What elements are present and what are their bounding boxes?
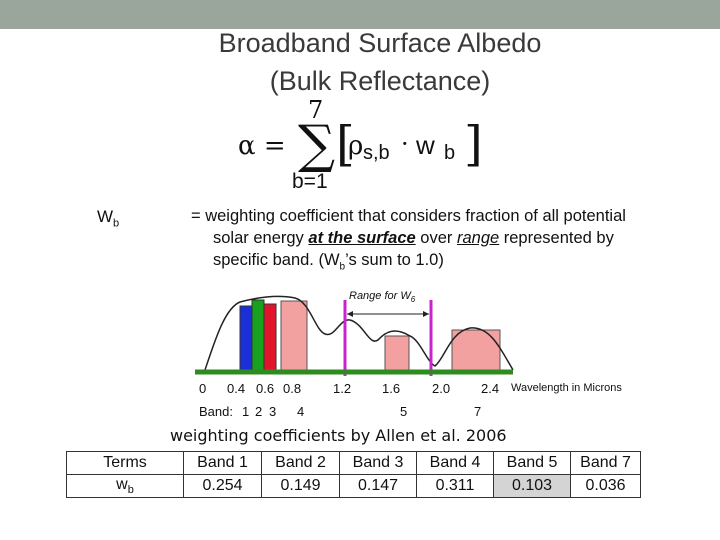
row-label-wb: wb bbox=[66, 474, 184, 498]
slide-title-line2: (Bulk Reflectance) bbox=[269, 66, 491, 96]
tick-0-6: 0.6 bbox=[256, 381, 275, 396]
row-label-w: w bbox=[116, 475, 128, 493]
tick-0-8: 0.8 bbox=[283, 381, 302, 396]
band3-bar bbox=[263, 303, 277, 371]
header-band2: Band 2 bbox=[261, 451, 340, 475]
band-label-3: 3 bbox=[269, 404, 277, 419]
band-label-5: 5 bbox=[400, 404, 408, 419]
tick-1-6: 1.6 bbox=[382, 381, 401, 396]
header-band1: Band 1 bbox=[183, 451, 262, 475]
def-c-pre: specific band. (W bbox=[213, 251, 340, 269]
range-arrow-left-head bbox=[347, 311, 353, 317]
top-bar bbox=[0, 0, 720, 29]
def-c-post: ’s sum to 1.0) bbox=[345, 251, 444, 269]
range-label: Range for W6 bbox=[349, 290, 415, 304]
range-label-text: Range for W bbox=[349, 290, 411, 302]
wb-symbol-sub: b bbox=[113, 217, 120, 230]
header-band7: Band 7 bbox=[570, 451, 641, 475]
spectrum-curve bbox=[204, 295, 514, 371]
formula-right-bracket: ] bbox=[464, 116, 483, 172]
formula-lower-limit: b=1 bbox=[292, 170, 328, 193]
albedo-formula: α = 7 ∑ b=1 [ ρ s,b · w b ] bbox=[238, 96, 483, 193]
tick-0: 0 bbox=[199, 381, 207, 396]
band-label-4: 4 bbox=[297, 404, 305, 419]
formula-rho-sub: s,b bbox=[363, 142, 390, 164]
formula-alpha: α = bbox=[238, 131, 286, 161]
header-band4: Band 4 bbox=[416, 451, 494, 475]
tick-0-4: 0.4 bbox=[227, 381, 246, 396]
solar-spectrum-figure bbox=[195, 295, 514, 376]
formula-upper-limit: 7 bbox=[308, 96, 323, 124]
formula-rho: ρ bbox=[348, 131, 363, 161]
range-label-sub: 6 bbox=[410, 295, 416, 305]
def-emphasis-surface: at the surface bbox=[308, 229, 416, 247]
header-band3: Band 3 bbox=[339, 451, 417, 475]
def-pre: solar energy bbox=[213, 229, 309, 247]
value-band3: 0.147 bbox=[339, 474, 417, 498]
wb-symbol-main: W bbox=[97, 207, 114, 226]
band2-bar bbox=[251, 299, 265, 371]
formula-sigma: ∑ bbox=[298, 115, 335, 175]
table-row: wb 0.254 0.149 0.147 0.311 0.103 0.036 bbox=[66, 474, 641, 498]
table-header-row: Terms Band 1 Band 2 Band 3 Band 4 Band 5… bbox=[66, 451, 641, 475]
formula-dot: · bbox=[401, 130, 409, 158]
band4-box bbox=[280, 300, 308, 371]
tick-1-2: 1.2 bbox=[333, 381, 352, 396]
value-band4: 0.311 bbox=[416, 474, 494, 498]
wb-symbol: Wb bbox=[97, 207, 119, 229]
value-band1: 0.254 bbox=[183, 474, 262, 498]
slide-title-line1: Broadband Surface Albedo bbox=[218, 28, 542, 58]
band1-bar bbox=[239, 305, 253, 371]
band7-box bbox=[451, 329, 501, 371]
header-band5: Band 5 bbox=[493, 451, 571, 475]
weighting-coefficient-table: Terms Band 1 Band 2 Band 3 Band 4 Band 5… bbox=[66, 451, 641, 498]
value-band7: 0.036 bbox=[570, 474, 641, 498]
definition-line2: solar energy at the surface over range r… bbox=[191, 227, 681, 249]
value-band5: 0.103 bbox=[493, 474, 571, 498]
definition-line1: = weighting coefficient that considers f… bbox=[191, 207, 626, 225]
formula-left-bracket: [ bbox=[336, 116, 355, 172]
formula-w-sub: b bbox=[444, 142, 455, 164]
range-arrow-right-head bbox=[423, 311, 429, 317]
def-c-sub: b bbox=[339, 261, 346, 273]
formula-w: w bbox=[415, 130, 435, 160]
tick-2-0: 2.0 bbox=[432, 381, 451, 396]
header-terms: Terms bbox=[66, 451, 184, 475]
definition-line3: specific band. (Wb’s sum to 1.0) bbox=[191, 249, 681, 278]
tick-2-4: 2.4 bbox=[481, 381, 500, 396]
row-label-sub: b bbox=[127, 484, 134, 497]
x-axis-label: Wavelength in Microns bbox=[511, 382, 622, 394]
band-prefix: Band: bbox=[199, 404, 233, 419]
band5-box bbox=[384, 335, 410, 371]
band-label-1: 1 bbox=[242, 404, 250, 419]
def-mid: over bbox=[415, 229, 457, 247]
band-label-2: 2 bbox=[255, 404, 263, 419]
def-post: represented by bbox=[499, 229, 614, 247]
allen-caption: weighting coefficients by Allen et al. 2… bbox=[170, 426, 507, 445]
band-label-7: 7 bbox=[474, 404, 482, 419]
definition-text: = weighting coefficient that considers f… bbox=[191, 205, 681, 278]
def-emphasis-range: range bbox=[456, 229, 500, 247]
value-band2: 0.149 bbox=[261, 474, 340, 498]
